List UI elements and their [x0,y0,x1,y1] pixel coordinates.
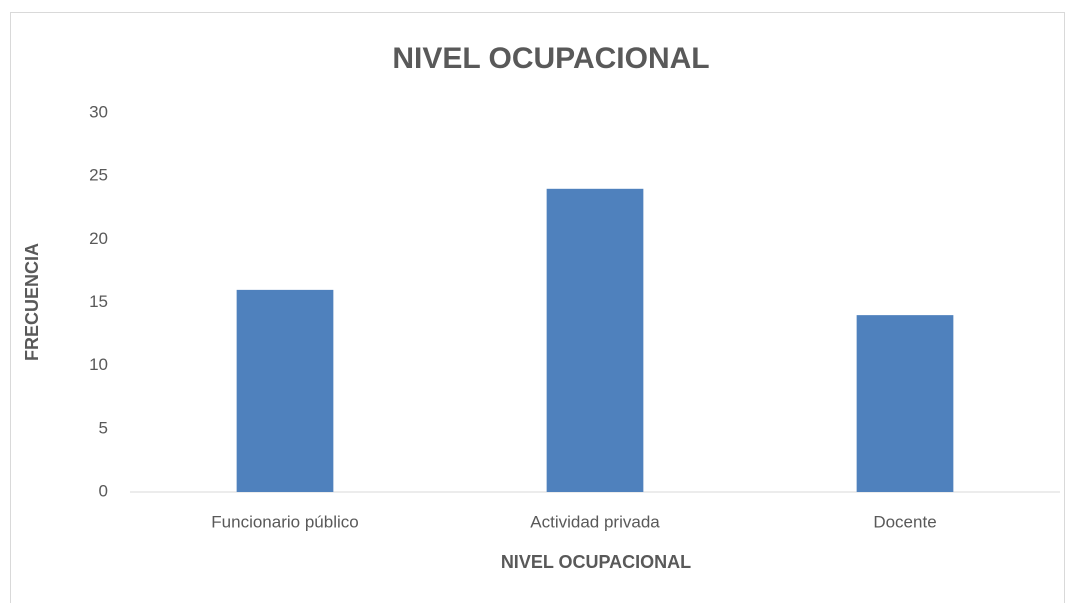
y-tick-label: 0 [99,481,108,500]
y-tick-label: 30 [89,102,108,121]
chart-title: NIVEL OCUPACIONAL [392,42,709,75]
chart-frame [10,12,1065,603]
y-tick-label: 5 [99,418,108,437]
y-tick-label: 10 [89,355,108,374]
y-axis-title: FRECUENCIA [22,243,42,361]
bar [546,188,644,493]
y-tick-label: 20 [89,229,108,248]
bar [856,315,954,492]
y-tick-label: 15 [89,292,108,311]
x-tick-label: Docente [873,512,936,531]
bar [236,289,334,492]
x-tick-label: Funcionario público [211,512,358,531]
x-axis-title: NIVEL OCUPACIONAL [501,552,691,572]
y-tick-label: 25 [89,166,108,185]
x-tick-label: Actividad privada [530,512,660,531]
